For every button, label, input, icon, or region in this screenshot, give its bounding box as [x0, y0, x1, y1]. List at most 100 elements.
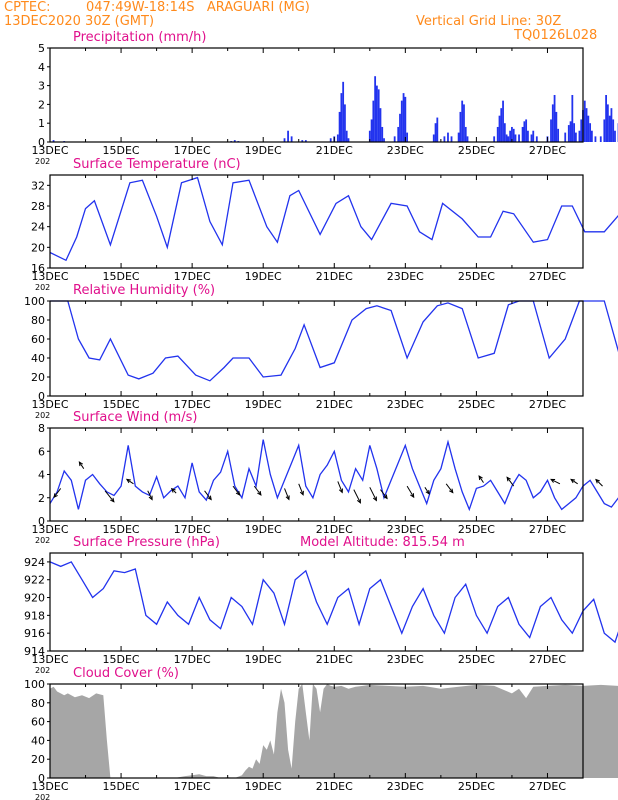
y-tick-label: 4 [38, 61, 45, 74]
rh-frame [49, 300, 584, 397]
x-year-label: 202 [35, 157, 50, 166]
y-tick-label: 100 [24, 678, 45, 691]
wind-arrowhead [207, 495, 212, 501]
precip-bar [432, 134, 435, 142]
wind-arrowhead [148, 495, 153, 501]
precip-bar [347, 138, 350, 142]
precip-bar [589, 123, 592, 142]
precip-bar [393, 136, 396, 142]
x-tick-label: 13DEC [31, 653, 68, 666]
x-tick-label: 17DEC [174, 398, 211, 411]
wind-arrowhead [570, 478, 576, 484]
wind-arrowhead [356, 498, 361, 504]
precip-bar [498, 115, 501, 142]
precip-bar [368, 130, 371, 142]
wind-arrow [595, 479, 603, 487]
header-location: 047:49W-18:14S ARAGUARI (MG) [86, 0, 310, 15]
precip-bar [614, 130, 616, 142]
x-tick-label: 23DEC [387, 523, 424, 536]
precip-bar [599, 136, 602, 142]
precip-bar [574, 132, 577, 142]
wind-arrow [445, 483, 454, 493]
precip-bar [464, 126, 467, 142]
wind-arrow [298, 483, 304, 495]
x-year-label: 202 [35, 666, 50, 675]
precip-bar [610, 108, 613, 142]
pressure-frame [49, 552, 584, 652]
x-tick-label: 25DEC [458, 270, 495, 283]
x-tick-label: 21DEC [316, 270, 353, 283]
precip-bar [585, 108, 588, 142]
panel-precip: 0 1 2 3 4 5 13DEC 15DEC 17DEC 19DEC 21DEC 23DEC 25DE… [31, 30, 618, 166]
wind-arrow [506, 477, 515, 487]
precip-bar [374, 76, 377, 142]
y-tick-label: 40 [31, 734, 45, 747]
precip-bar [505, 134, 508, 142]
y-tick-label: 1 [38, 117, 45, 130]
precip-bar [436, 117, 439, 142]
precip-bar [283, 138, 286, 142]
y-tick-label: 0 [38, 390, 45, 403]
precip-bar [578, 130, 581, 142]
y-tick-label: 24 [31, 221, 45, 234]
x-tick-label: 19DEC [245, 780, 282, 793]
precip-bar [530, 134, 533, 142]
precip-bar [370, 119, 373, 142]
wind-arrow [406, 485, 415, 498]
precip-bar [345, 130, 348, 142]
wind-arrowhead [449, 488, 454, 494]
x-tick-label: 19DEC [245, 144, 282, 157]
precip-bar [443, 136, 446, 142]
x-year-label: 202 [35, 283, 50, 292]
precip-bar [301, 140, 304, 142]
wind-arrowhead [506, 476, 511, 482]
y-tick-label: 20 [31, 753, 45, 766]
wind-arrowhead [299, 490, 304, 496]
wind-arrow [369, 487, 377, 501]
y-tick-label: 60 [31, 716, 45, 729]
precip-bar [336, 134, 339, 142]
y-tick-label: 4 [38, 469, 45, 482]
x-tick-label: 21DEC [316, 780, 353, 793]
y-tick-label: 0 [38, 515, 45, 528]
x-year-label: 202 [35, 536, 50, 545]
precip-bar [377, 89, 380, 142]
precip-bar [509, 130, 512, 142]
wind-arrow [380, 489, 388, 499]
precip-bar [564, 132, 567, 142]
y-tick-label: 80 [31, 314, 45, 327]
x-tick-label: 13DEC [31, 144, 68, 157]
header-run-time: 13DEC2020 30Z (GMT) [4, 14, 155, 29]
precip-bar [344, 104, 346, 142]
x-tick-label: 15DEC [103, 270, 140, 283]
precip-bar [503, 123, 506, 142]
wind-arrow [104, 490, 115, 503]
precip-bar [399, 113, 401, 142]
y-tick-label: 60 [31, 333, 45, 346]
precip-bar [567, 125, 570, 142]
wind-arrow [204, 490, 212, 500]
y-tick-label: 918 [24, 609, 45, 622]
header-source: CPTEC: [4, 0, 51, 15]
temp-title: Surface Temperature (nC) [73, 157, 241, 172]
y-tick-label: 916 [24, 627, 45, 640]
y-tick-label: 920 [24, 592, 45, 605]
precip-bar [459, 111, 462, 142]
wind-arrowhead [372, 496, 377, 502]
y-tick-label: 6 [38, 445, 45, 458]
precip-title: Precipitation (mm/h) [73, 30, 206, 45]
precip-bar [514, 134, 517, 142]
pressure-line [49, 561, 618, 644]
x-year-label: 202 [35, 411, 50, 420]
wind-arrowhead [235, 490, 241, 496]
pressure-note: Model Altitude: 815.54 m [300, 535, 465, 550]
y-tick-label: 32 [31, 179, 45, 192]
x-tick-label: 25DEC [458, 523, 495, 536]
x-tick-label: 19DEC [245, 270, 282, 283]
cloud-title: Cloud Cover (%) [73, 666, 179, 681]
precip-bar [583, 100, 586, 142]
precip-bar [527, 130, 529, 142]
x-tick-label: 23DEC [387, 653, 424, 666]
precip-bar [457, 132, 460, 142]
